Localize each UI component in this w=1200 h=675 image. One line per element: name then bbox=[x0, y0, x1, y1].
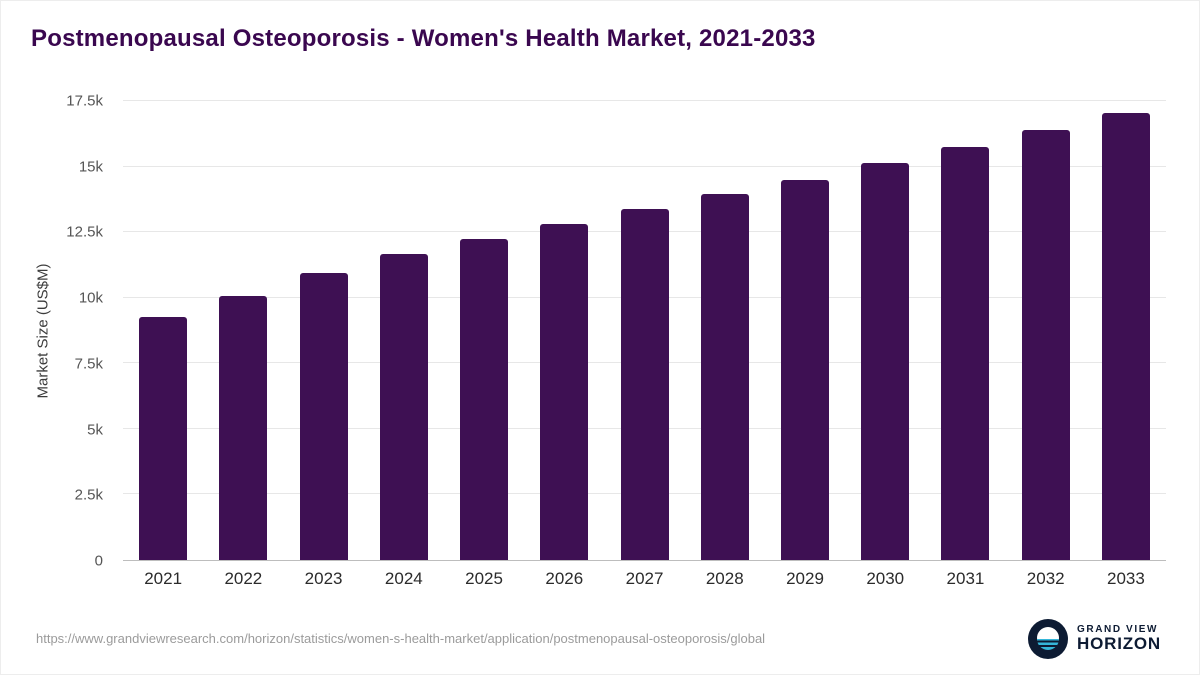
bar-series bbox=[123, 101, 1166, 560]
bar-slot bbox=[845, 101, 925, 560]
bar-2029[interactable] bbox=[780, 179, 829, 560]
bar-2033[interactable] bbox=[1101, 112, 1150, 560]
x-tick-label: 2028 bbox=[705, 569, 744, 588]
y-tick-label: 7.5k bbox=[74, 355, 103, 373]
bar-2026[interactable] bbox=[540, 224, 589, 560]
y-tick-label: 5k bbox=[87, 421, 103, 439]
horizon-sun-logo-icon bbox=[1028, 619, 1069, 659]
bar-slot bbox=[604, 101, 684, 560]
y-tick-label: 10k bbox=[78, 289, 103, 307]
logo-text-horizon: HORIZON bbox=[1077, 634, 1161, 654]
x-tick-label: 2030 bbox=[866, 569, 905, 588]
bar-2030[interactable] bbox=[861, 162, 910, 560]
x-axis-tick-labels: 2021 2022 2023 2024 2025 2026 2027 2028 2029 2030… bbox=[123, 569, 1166, 589]
bar-slot bbox=[283, 101, 363, 560]
x-tick-label: 2032 bbox=[1026, 569, 1065, 588]
x-tick-label: 2029 bbox=[786, 569, 824, 588]
bar-slot bbox=[1086, 101, 1166, 560]
y-tick-label: 2.5k bbox=[74, 486, 103, 504]
x-tick-label: 2026 bbox=[545, 569, 584, 588]
bar-slot bbox=[203, 101, 283, 560]
x-tick-label: 2027 bbox=[625, 569, 664, 588]
x-tick-label: 2022 bbox=[224, 569, 263, 588]
source-url: https://www.grandviewresearch.com/horizo… bbox=[36, 631, 766, 646]
bar-slot bbox=[925, 101, 1005, 560]
bar-slot bbox=[524, 101, 604, 560]
bar-2025[interactable] bbox=[460, 238, 509, 560]
bar-slot bbox=[364, 101, 444, 560]
y-tick-label: 12.5k bbox=[66, 223, 103, 241]
bar-2028[interactable] bbox=[700, 194, 749, 560]
bar-2031[interactable] bbox=[941, 146, 990, 560]
bar-slot bbox=[444, 101, 524, 560]
y-tick-label: 17.5k bbox=[66, 92, 103, 110]
gridline bbox=[123, 100, 1166, 101]
bar-slot bbox=[685, 101, 765, 560]
y-axis-tick-labels: 0 2.5k 5k 7.5k 10k 12.5k 15k 17.5k bbox=[1, 93, 113, 570]
x-tick-label: 2025 bbox=[465, 569, 503, 588]
x-tick-label: 2033 bbox=[1107, 569, 1145, 588]
x-tick-label: 2021 bbox=[144, 569, 183, 588]
bar-2023[interactable] bbox=[299, 272, 348, 560]
chart-title: Postmenopausal Osteoporosis - Women's He… bbox=[31, 25, 816, 52]
bar-2032[interactable] bbox=[1021, 129, 1070, 560]
x-tick-label: 2024 bbox=[384, 569, 423, 588]
bar-2022[interactable] bbox=[219, 296, 268, 560]
logo-text: GRAND VIEW HORIZON bbox=[1077, 624, 1161, 654]
gridline bbox=[123, 165, 1166, 167]
bar-slot bbox=[1006, 101, 1086, 560]
x-tick-label: 2031 bbox=[946, 569, 985, 588]
bar-2024[interactable] bbox=[379, 254, 428, 560]
logo-text-grand-view: GRAND VIEW bbox=[1077, 624, 1159, 636]
bar-2027[interactable] bbox=[620, 208, 669, 560]
x-tick-label: 2023 bbox=[304, 569, 343, 588]
plot-area bbox=[123, 100, 1166, 561]
bar-slot bbox=[765, 101, 845, 560]
grandview-horizon-logo: GRAND VIEW HORIZON bbox=[1028, 619, 1161, 659]
y-tick-label: 15k bbox=[78, 158, 103, 176]
y-tick-label: 0 bbox=[94, 552, 103, 570]
bar-2021[interactable] bbox=[139, 317, 188, 560]
bar-slot bbox=[123, 101, 203, 560]
